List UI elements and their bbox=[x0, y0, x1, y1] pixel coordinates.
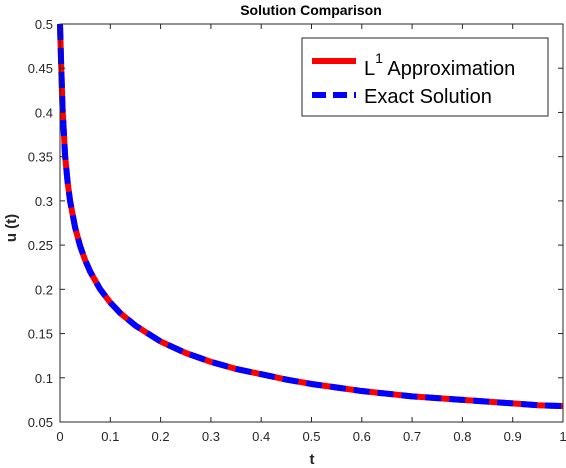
x-tick-label: 1 bbox=[559, 429, 566, 444]
y-tick-label: 0.15 bbox=[28, 327, 53, 342]
legend-label-exact-solution: Exact Solution bbox=[364, 86, 492, 108]
x-tick-label: 0.7 bbox=[403, 429, 421, 444]
x-tick-label: 0.9 bbox=[504, 429, 522, 444]
x-tick-label: 0.6 bbox=[353, 429, 371, 444]
legend-box bbox=[301, 37, 549, 117]
x-tick-label: 0.4 bbox=[252, 429, 270, 444]
legend: L1 Approximation Exact Solution bbox=[301, 37, 549, 117]
x-tick-label: 0.1 bbox=[101, 429, 119, 444]
y-tick-label: 0.05 bbox=[28, 415, 53, 430]
x-tick-label: 0.2 bbox=[152, 429, 170, 444]
y-tick-label: 0.1 bbox=[35, 371, 53, 386]
x-tick-label: 0.5 bbox=[302, 429, 320, 444]
y-tick-label: 0.25 bbox=[28, 238, 53, 253]
legend-label-approximation-rest: Approximation bbox=[383, 58, 515, 80]
y-tick-label: 0.3 bbox=[35, 194, 53, 209]
y-tick-label: 0.45 bbox=[28, 61, 53, 76]
x-tick-label: 0.8 bbox=[453, 429, 471, 444]
y-tick-label: 0.2 bbox=[35, 282, 53, 297]
y-tick-label: 0.35 bbox=[28, 150, 53, 165]
y-tick-label: 0.5 bbox=[35, 17, 53, 32]
x-axis-label: t bbox=[310, 451, 315, 468]
series-line-exact-solution bbox=[57, 23, 564, 410]
chart-title: Solution Comparison bbox=[240, 2, 382, 18]
legend-label-approximation: L1 Approximation bbox=[364, 50, 515, 80]
x-tick-label: 0.3 bbox=[202, 429, 220, 444]
y-axis-label: u (t) bbox=[3, 214, 20, 242]
y-tick-label: 0.4 bbox=[35, 105, 53, 120]
x-tick-label: 0 bbox=[56, 429, 63, 444]
legend-label-approximation-main: L bbox=[364, 58, 375, 80]
x-axis-ticks: 0 0.1 0.2 0.3 0.4 0.5 0.6 0.7 0.8 0.9 1 bbox=[56, 24, 566, 444]
legend-label-approximation-superscript: 1 bbox=[375, 50, 383, 66]
series-layer bbox=[57, 23, 564, 410]
y-axis-ticks: 0.05 0.1 0.15 0.2 0.25 0.3 0.35 0.4 0.45 0.5 bbox=[28, 17, 563, 430]
